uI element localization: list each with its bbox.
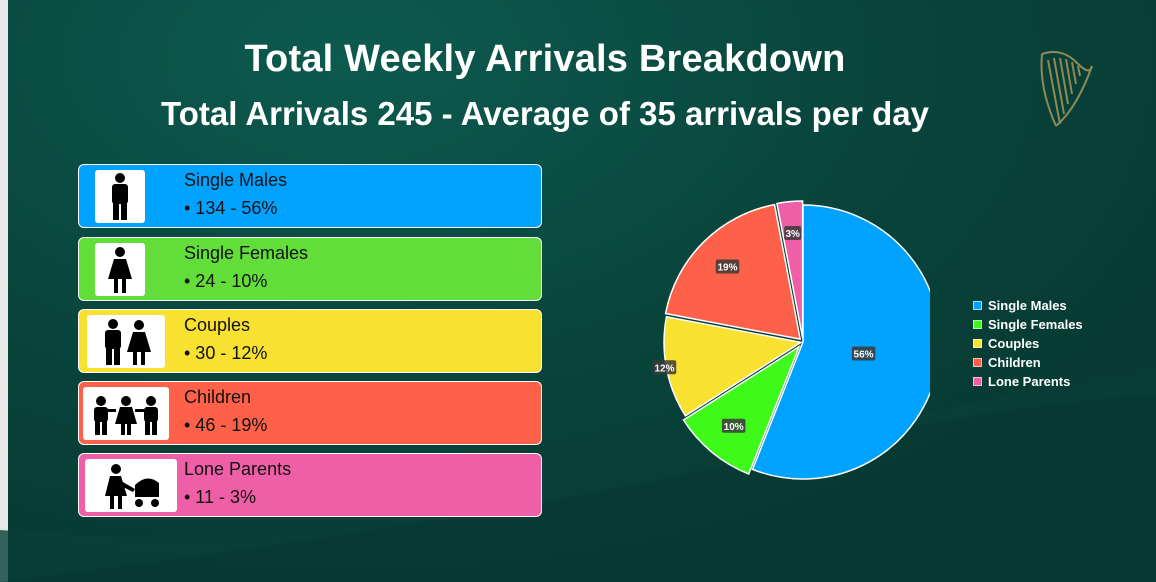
- pie-slice-single-females: [682, 344, 801, 475]
- category-card-couples: Couples • 30 - 12%: [78, 309, 542, 373]
- legend-label: Couples: [988, 336, 1040, 351]
- legend-item: Couples: [973, 334, 1083, 353]
- category-value: • 24 - 10%: [184, 271, 268, 291]
- category-value: • 30 - 12%: [184, 343, 268, 363]
- legend-item: Children: [973, 353, 1083, 372]
- lone-parent-icon: [85, 459, 177, 512]
- legend-label: Lone Parents: [988, 374, 1071, 389]
- category-card-children: Children • 46 - 19%: [78, 381, 542, 445]
- single-female-icon: [95, 243, 145, 296]
- category-label: Single Females: [184, 243, 309, 263]
- category-card-single-females: Single Females • 24 - 10%: [78, 237, 542, 301]
- left-edge: [0, 0, 8, 582]
- data-label: 3%: [784, 225, 802, 240]
- chart-legend: Single Males Single Females Couples Childre…: [973, 296, 1083, 391]
- data-label: 12%: [652, 360, 677, 375]
- legend-item: Lone Parents: [973, 372, 1083, 391]
- data-label: 10%: [721, 418, 746, 433]
- legend-swatch: [973, 301, 982, 310]
- legend-swatch: [973, 339, 982, 348]
- category-label: Lone Parents: [184, 459, 292, 479]
- svg-text:10%: 10%: [724, 422, 744, 433]
- legend-swatch: [973, 358, 982, 367]
- legend-item: Single Females: [973, 315, 1083, 334]
- legend-label: Single Females: [988, 317, 1083, 332]
- svg-text:12%: 12%: [654, 363, 674, 374]
- category-card-single-males: Single Males • 134 - 56%: [78, 164, 542, 228]
- category-value: • 134 - 56%: [184, 198, 278, 218]
- category-label: Single Males: [184, 170, 288, 190]
- category-label: Children: [184, 387, 252, 407]
- legend-swatch: [973, 320, 982, 329]
- category-value: • 11 - 3%: [184, 487, 256, 507]
- children-icon: [83, 387, 169, 440]
- legend-label: Single Males: [988, 298, 1067, 313]
- data-label: 19%: [715, 259, 740, 274]
- legend-swatch: [973, 377, 982, 386]
- category-value: • 46 - 19%: [184, 415, 268, 435]
- svg-text:19%: 19%: [718, 263, 738, 274]
- page-title: Total Weekly Arrivals Breakdown: [244, 38, 846, 80]
- category-label: Couples: [184, 315, 251, 335]
- single-male-icon: [95, 170, 145, 223]
- pie-chart: 56% 10% 12% 19% 3%: [652, 200, 930, 480]
- pie-slice-single-males: [751, 204, 930, 480]
- couple-icon: [87, 315, 165, 368]
- data-label: 56%: [851, 346, 876, 361]
- page-subtitle: Total Arrivals 245 - Average of 35 arriv…: [161, 95, 929, 132]
- svg-text:3%: 3%: [785, 229, 800, 240]
- svg-text:56%: 56%: [854, 350, 874, 361]
- harp-emblem-icon: [1040, 51, 1093, 127]
- legend-label: Children: [988, 355, 1041, 370]
- legend-item: Single Males: [973, 296, 1083, 315]
- category-card-lone-parents: Lone Parents • 11 - 3%: [78, 453, 542, 517]
